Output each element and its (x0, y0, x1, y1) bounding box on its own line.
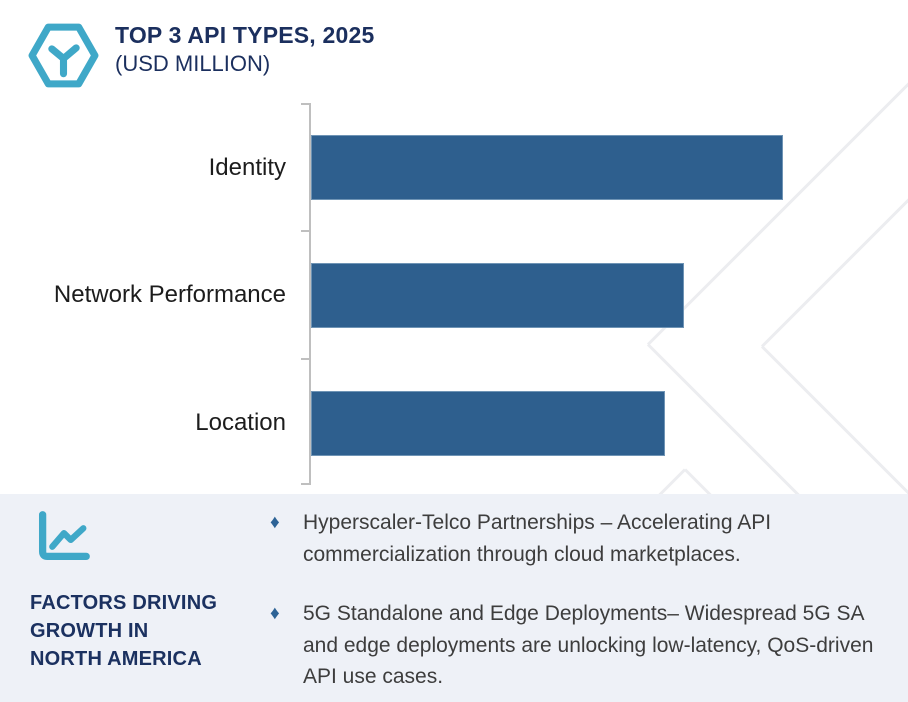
factors-heading-line-3: NORTH AMERICA (30, 648, 202, 670)
axis-tick (301, 483, 310, 485)
hexagon-y-icon (28, 23, 99, 88)
bullet-text-5g-edge: 5G Standalone and Edge Deployments– Wide… (303, 602, 874, 688)
bar-location (311, 391, 665, 456)
diamond-bullet-icon: ♦ (270, 512, 280, 533)
category-label-network-performance: Network Performance (53, 281, 286, 308)
factors-heading: FACTORS DRIVING GROWTH IN NORTH AMERICA (30, 589, 280, 673)
axis-tick (301, 230, 310, 232)
factors-bullet-list: ♦ Hyperscaler-Telco Partnerships – Accel… (270, 507, 882, 702)
line-chart-icon (38, 511, 90, 561)
list-item: ♦ 5G Standalone and Edge Deployments– Wi… (270, 598, 882, 693)
category-axis-line (309, 103, 311, 485)
category-label-identity: Identity (208, 154, 286, 181)
bullet-text-hyperscaler: Hyperscaler-Telco Partnerships – Acceler… (303, 511, 772, 566)
bar-identity (311, 135, 783, 200)
diamond-bullet-icon: ♦ (270, 603, 280, 624)
bar-network-performance (311, 263, 684, 328)
category-label-location: Location (195, 409, 286, 436)
chart-title: TOP 3 API TYPES, 2025 (115, 22, 375, 48)
axis-tick (301, 358, 310, 360)
chart-subtitle: (USD MILLION) (115, 51, 271, 76)
list-item: ♦ Hyperscaler-Telco Partnerships – Accel… (270, 507, 882, 570)
factors-heading-line-1: FACTORS DRIVING (30, 592, 218, 614)
axis-tick (301, 103, 310, 105)
factors-heading-line-2: GROWTH IN (30, 620, 149, 642)
